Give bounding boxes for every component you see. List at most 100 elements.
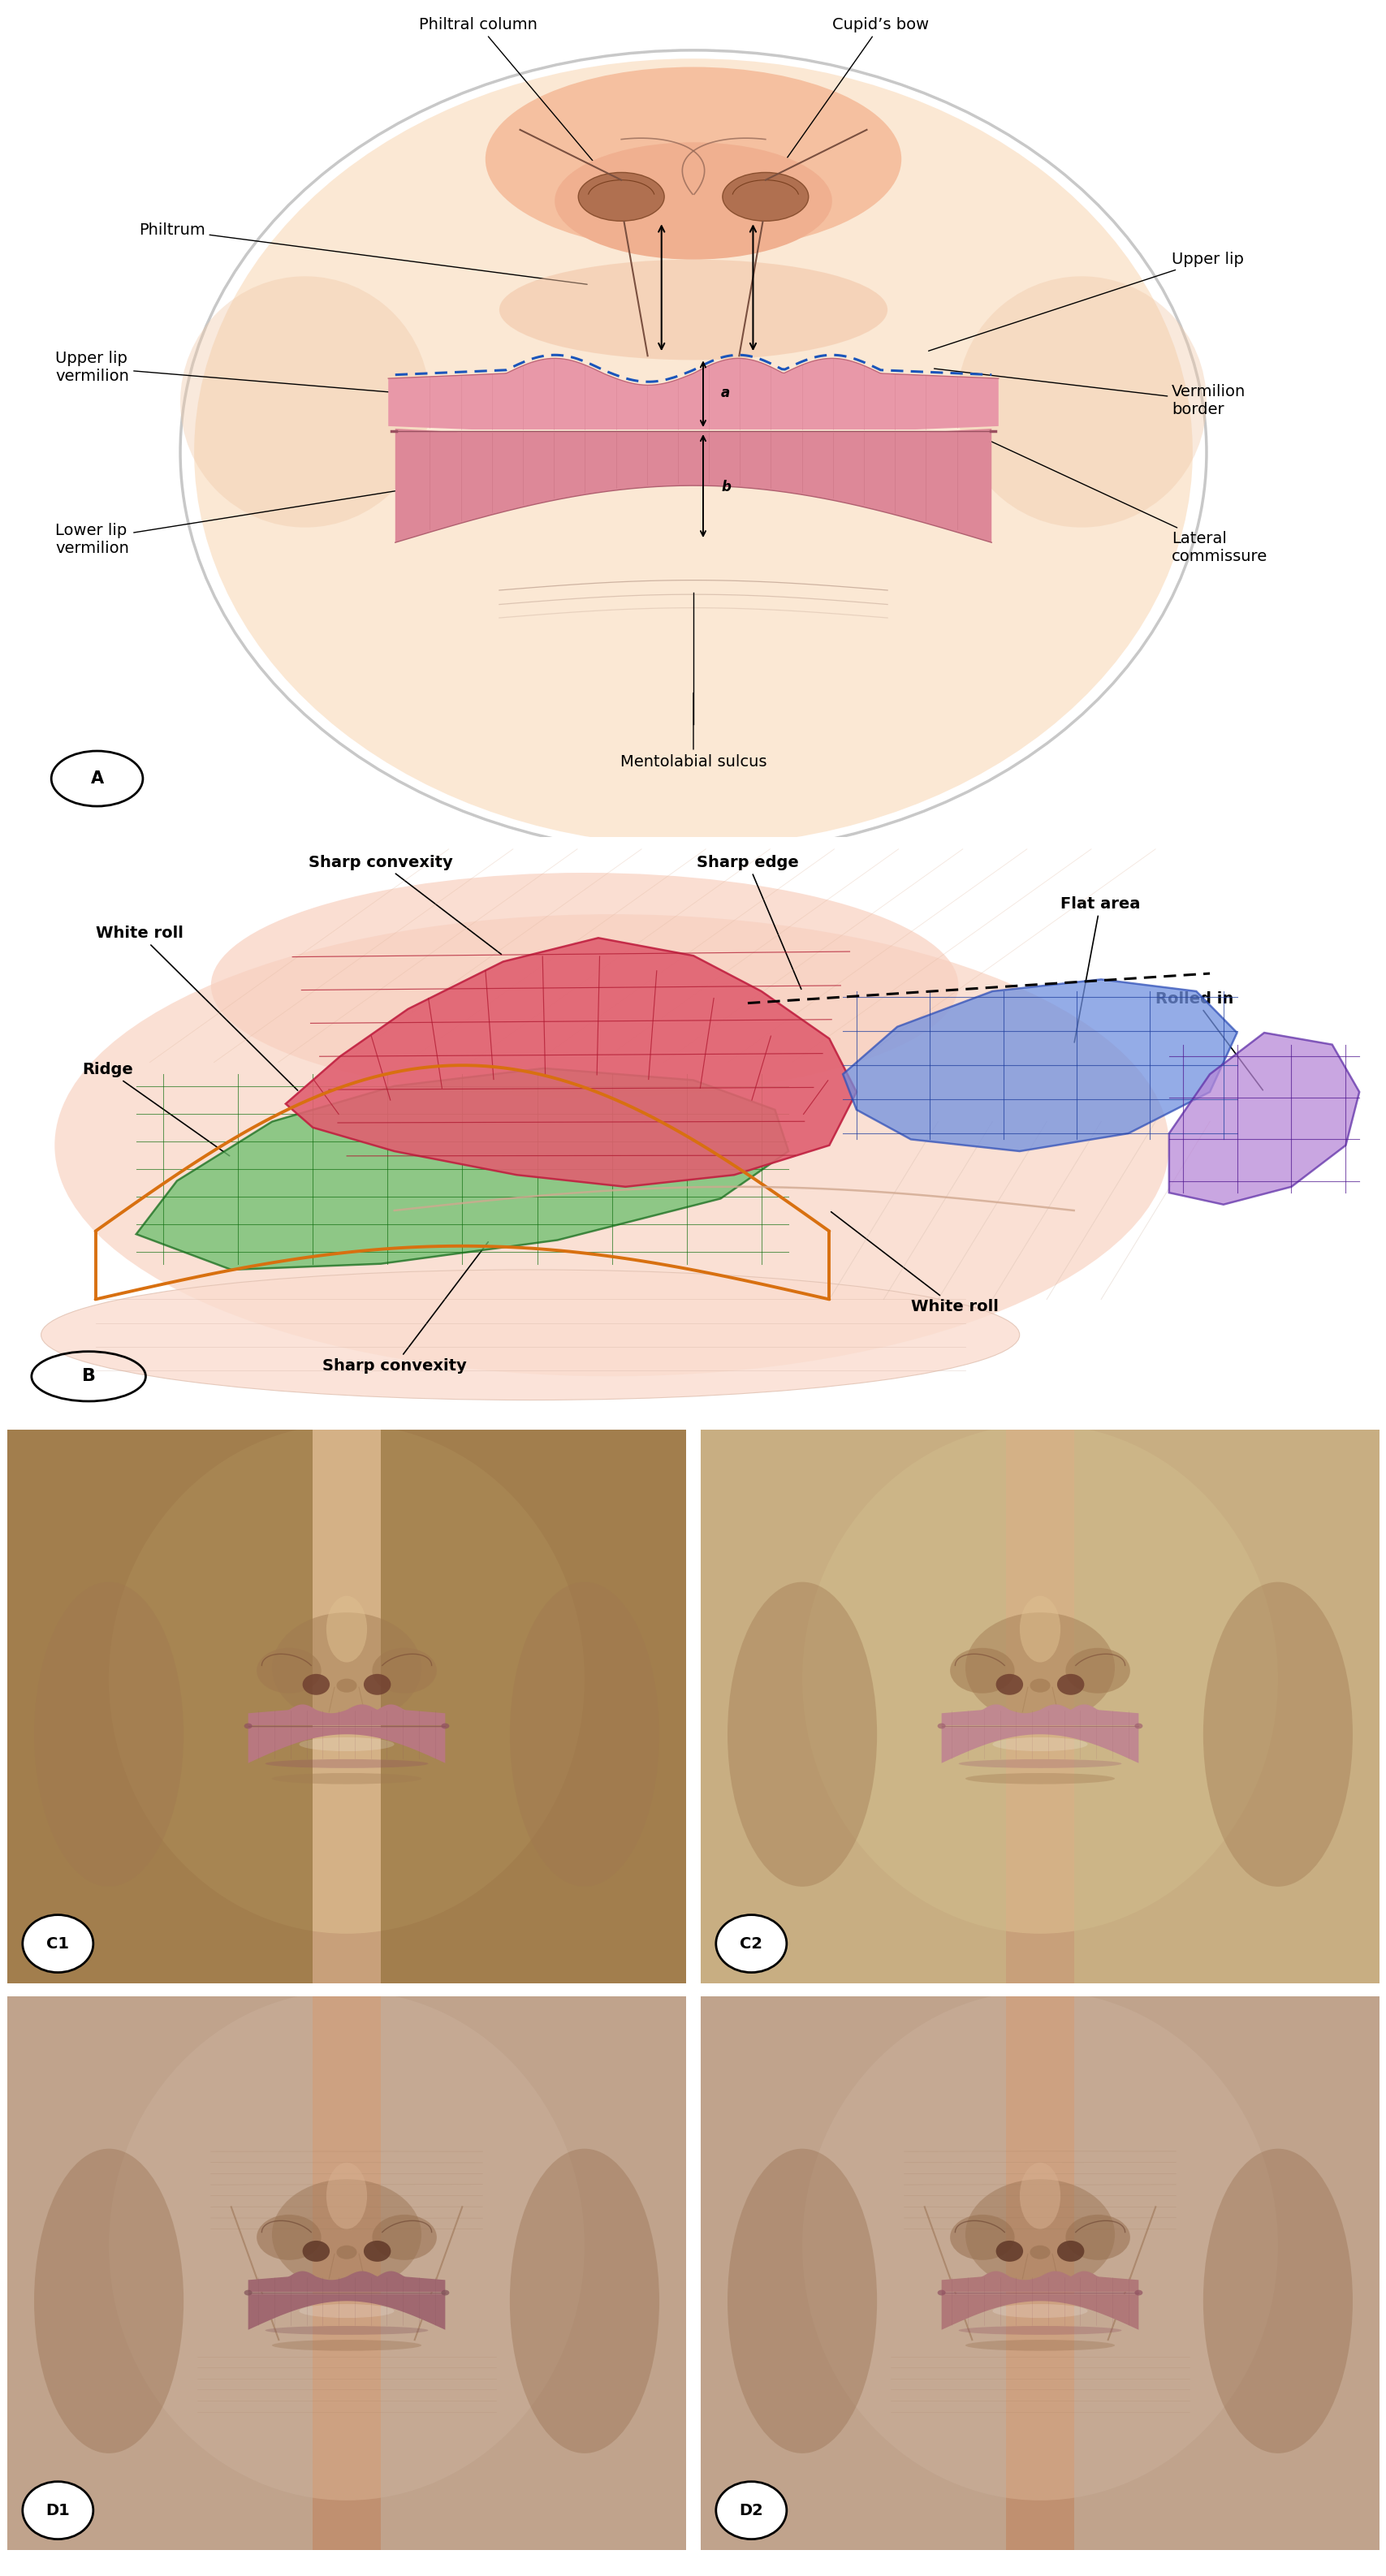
FancyBboxPatch shape bbox=[496, 1819, 1006, 2576]
FancyBboxPatch shape bbox=[0, 1819, 313, 2576]
FancyBboxPatch shape bbox=[381, 1252, 890, 2161]
Ellipse shape bbox=[272, 2339, 421, 2352]
Text: a: a bbox=[721, 386, 730, 399]
Text: C1: C1 bbox=[47, 1937, 69, 1953]
Ellipse shape bbox=[337, 2246, 356, 2259]
Polygon shape bbox=[941, 2293, 1138, 2329]
Text: Lower lip
vermilion: Lower lip vermilion bbox=[55, 479, 468, 556]
Ellipse shape bbox=[180, 276, 430, 528]
Ellipse shape bbox=[499, 260, 887, 361]
Ellipse shape bbox=[958, 2326, 1121, 2334]
Ellipse shape bbox=[371, 1649, 437, 1692]
Ellipse shape bbox=[211, 873, 958, 1097]
Ellipse shape bbox=[965, 1772, 1114, 1785]
Polygon shape bbox=[248, 2293, 445, 2329]
Ellipse shape bbox=[244, 2290, 252, 2295]
FancyBboxPatch shape bbox=[0, 1252, 313, 2161]
Ellipse shape bbox=[1019, 1595, 1060, 1662]
Ellipse shape bbox=[109, 1425, 585, 1935]
Ellipse shape bbox=[109, 1991, 585, 2501]
Ellipse shape bbox=[441, 1723, 449, 1728]
Ellipse shape bbox=[1203, 2148, 1351, 2452]
Ellipse shape bbox=[1064, 1649, 1130, 1692]
Text: D1: D1 bbox=[46, 2504, 69, 2519]
Text: Sharp convexity: Sharp convexity bbox=[309, 855, 502, 953]
Ellipse shape bbox=[801, 1425, 1278, 1935]
Ellipse shape bbox=[554, 142, 832, 260]
Polygon shape bbox=[1168, 1033, 1358, 1206]
Polygon shape bbox=[395, 428, 991, 544]
Ellipse shape bbox=[992, 1736, 1087, 1752]
Ellipse shape bbox=[1019, 2164, 1060, 2228]
Ellipse shape bbox=[326, 2164, 367, 2228]
Ellipse shape bbox=[1030, 2246, 1049, 2259]
Ellipse shape bbox=[42, 1270, 1019, 1401]
FancyBboxPatch shape bbox=[1074, 1819, 1386, 2576]
FancyBboxPatch shape bbox=[381, 1819, 890, 2576]
Text: A: A bbox=[90, 770, 104, 786]
Text: b: b bbox=[721, 479, 730, 495]
Polygon shape bbox=[843, 979, 1236, 1151]
Ellipse shape bbox=[256, 2215, 322, 2259]
Ellipse shape bbox=[244, 1723, 252, 1728]
Ellipse shape bbox=[578, 173, 664, 222]
Ellipse shape bbox=[728, 1582, 876, 1886]
Ellipse shape bbox=[337, 1680, 356, 1692]
Text: Cupid’s bow: Cupid’s bow bbox=[740, 18, 929, 224]
Ellipse shape bbox=[272, 2179, 421, 2290]
FancyBboxPatch shape bbox=[496, 1252, 1006, 2161]
Text: White roll: White roll bbox=[96, 925, 298, 1090]
Ellipse shape bbox=[1030, 1680, 1049, 1692]
Ellipse shape bbox=[256, 1649, 322, 1692]
Ellipse shape bbox=[949, 1649, 1015, 1692]
Ellipse shape bbox=[1056, 1674, 1084, 1695]
Text: Vermilion
border: Vermilion border bbox=[934, 368, 1245, 417]
Ellipse shape bbox=[937, 2290, 945, 2295]
Text: B: B bbox=[82, 1368, 96, 1383]
Ellipse shape bbox=[441, 2290, 449, 2295]
Ellipse shape bbox=[54, 914, 1168, 1376]
Ellipse shape bbox=[510, 1582, 658, 1886]
Ellipse shape bbox=[302, 1674, 330, 1695]
Polygon shape bbox=[941, 1705, 1138, 1726]
Text: Ridge: Ridge bbox=[82, 1061, 229, 1157]
Text: Philtrum: Philtrum bbox=[139, 222, 586, 283]
Text: Upper lip
vermilion: Upper lip vermilion bbox=[55, 350, 455, 397]
Polygon shape bbox=[941, 1726, 1138, 1762]
Polygon shape bbox=[136, 1069, 789, 1270]
Ellipse shape bbox=[1064, 2215, 1130, 2259]
Text: Mentolabial sulcus: Mentolabial sulcus bbox=[620, 693, 766, 770]
Text: Philtral column: Philtral column bbox=[419, 18, 646, 224]
Ellipse shape bbox=[1134, 1723, 1142, 1728]
FancyBboxPatch shape bbox=[1074, 1252, 1386, 2161]
Ellipse shape bbox=[510, 2148, 658, 2452]
Ellipse shape bbox=[363, 1674, 391, 1695]
Ellipse shape bbox=[965, 2339, 1114, 2352]
Ellipse shape bbox=[937, 1723, 945, 1728]
Ellipse shape bbox=[1203, 1582, 1351, 1886]
Polygon shape bbox=[248, 1726, 445, 1762]
Circle shape bbox=[715, 1914, 786, 1973]
Ellipse shape bbox=[299, 2303, 394, 2318]
Text: Lateral
commissure: Lateral commissure bbox=[972, 433, 1267, 564]
Ellipse shape bbox=[958, 1759, 1121, 1767]
Ellipse shape bbox=[299, 1736, 394, 1752]
Circle shape bbox=[22, 1914, 93, 1973]
Ellipse shape bbox=[995, 2241, 1023, 2262]
Circle shape bbox=[715, 2481, 786, 2540]
Ellipse shape bbox=[956, 276, 1206, 528]
Ellipse shape bbox=[35, 1582, 183, 1886]
Text: Sharp convexity: Sharp convexity bbox=[322, 1242, 488, 1373]
Text: White roll: White roll bbox=[830, 1211, 998, 1314]
Text: Rolled in: Rolled in bbox=[1155, 992, 1263, 1090]
Ellipse shape bbox=[722, 173, 808, 222]
Text: Flat area: Flat area bbox=[1060, 896, 1139, 1043]
Text: Sharp edge: Sharp edge bbox=[696, 855, 801, 989]
Ellipse shape bbox=[965, 1613, 1114, 1723]
Text: C2: C2 bbox=[740, 1937, 762, 1953]
Ellipse shape bbox=[728, 2148, 876, 2452]
Ellipse shape bbox=[801, 1991, 1278, 2501]
Ellipse shape bbox=[371, 2215, 437, 2259]
Ellipse shape bbox=[265, 1759, 428, 1767]
Text: D2: D2 bbox=[739, 2504, 762, 2519]
